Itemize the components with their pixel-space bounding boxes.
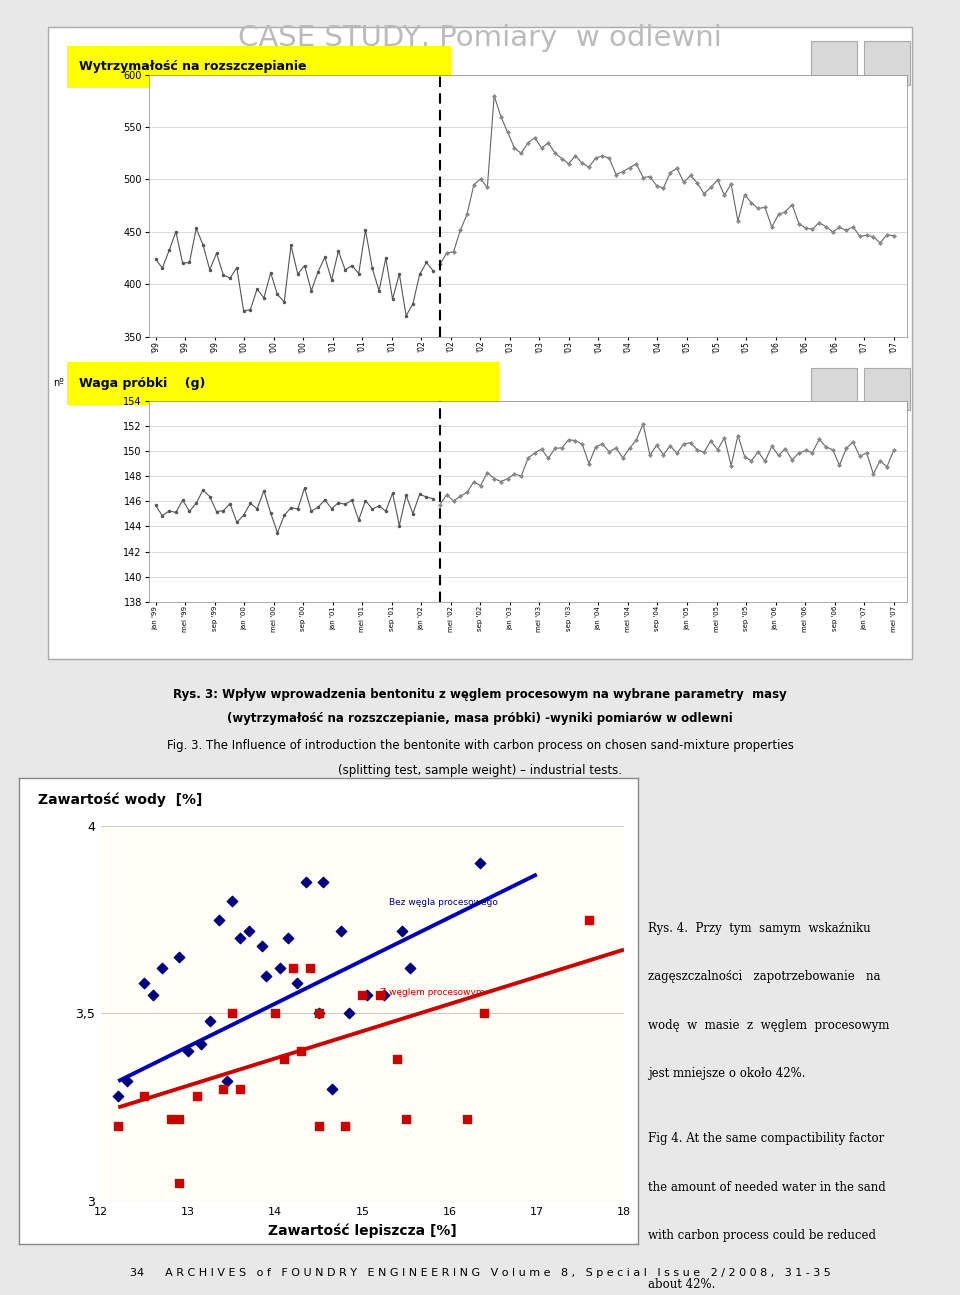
Point [372, 984, 388, 1005]
Point [172, 1172, 187, 1193]
Text: Zawartość wody  [%]: Zawartość wody [%] [37, 793, 203, 807]
Point [268, 1004, 283, 1024]
Point [276, 1048, 292, 1068]
Point [472, 853, 488, 874]
Text: Bez węgla procesowego: Bez węgla procesowego [389, 899, 497, 906]
Point [172, 1109, 187, 1129]
Point [232, 1079, 248, 1099]
Bar [67, 363, 499, 404]
Text: jest mniejsze o około 42%.: jest mniejsze o około 42%. [648, 1067, 805, 1080]
Text: with carbon process could be reduced: with carbon process could be reduced [648, 1229, 876, 1242]
Point [376, 984, 392, 1005]
Point [224, 1004, 239, 1024]
Point [316, 872, 331, 892]
Point [354, 984, 370, 1005]
Bar [67, 45, 451, 88]
Text: (wytrzymałość na rozszczepianie, masa próbki) -wyniki pomiarów w odlewni: (wytrzymałość na rozszczepianie, masa pr… [228, 712, 732, 725]
Point [254, 935, 270, 956]
Point [285, 958, 300, 979]
Point [155, 958, 170, 979]
Point [477, 1004, 492, 1024]
Point [110, 1116, 126, 1137]
Bar [864, 40, 910, 85]
Point [193, 1033, 208, 1054]
Point [241, 921, 256, 941]
Point [136, 1085, 152, 1106]
Point [324, 1079, 340, 1099]
Bar [811, 368, 857, 411]
Text: Z węglem procesowym: Z węglem procesowym [380, 988, 485, 997]
Point [311, 1116, 326, 1137]
Point [289, 973, 304, 993]
Point [259, 966, 275, 987]
Point [272, 958, 287, 979]
Point [211, 909, 227, 930]
Point [180, 1041, 196, 1062]
Point [582, 909, 597, 930]
Point [136, 973, 152, 993]
Bar [864, 368, 910, 411]
Text: Wytrzymałość na rozszczepianie: Wytrzymałość na rozszczepianie [79, 60, 306, 73]
Text: the amount of needed water in the sand: the amount of needed water in the sand [648, 1181, 886, 1194]
Point [333, 921, 348, 941]
Point [280, 929, 296, 949]
Point [220, 1071, 235, 1092]
Point [172, 947, 187, 967]
Point [215, 1079, 230, 1099]
X-axis label: Zawartość lepiszcza [%]: Zawartość lepiszcza [%] [268, 1224, 457, 1238]
Point [311, 1004, 326, 1024]
Text: nº: nº [53, 378, 63, 388]
Point [398, 1109, 414, 1129]
Point [311, 1004, 326, 1024]
Text: Rys. 4.  Przy  tym  samym  wskaźniku: Rys. 4. Przy tym samym wskaźniku [648, 922, 871, 935]
Point [119, 1071, 134, 1092]
Point [203, 1010, 218, 1031]
Text: about 42%.: about 42%. [648, 1278, 715, 1291]
Point [232, 929, 248, 949]
Text: wodę  w  masie  z  węglem  procesowym: wodę w masie z węglem procesowym [648, 1019, 889, 1032]
Point [390, 1048, 405, 1068]
Point [163, 1109, 179, 1129]
Point [298, 872, 313, 892]
Text: Rys. 3: Wpływ wprowadzenia bentonitu z węglem procesowym na wybrane parametry  m: Rys. 3: Wpływ wprowadzenia bentonitu z w… [173, 688, 787, 701]
Point [302, 958, 318, 979]
Point [394, 921, 409, 941]
Point [337, 1116, 352, 1137]
Text: 34      A R C H I V E S   o f   F O U N D R Y   E N G I N E E R I N G   V o l u : 34 A R C H I V E S o f F O U N D R Y E N… [130, 1268, 830, 1278]
Point [342, 1004, 357, 1024]
Point [110, 1085, 126, 1106]
Point [459, 1109, 474, 1129]
Text: CASE STUDY, Pomiary  w odlewni: CASE STUDY, Pomiary w odlewni [238, 23, 722, 52]
Text: Waga próbki    (g): Waga próbki (g) [79, 377, 205, 390]
Text: (splitting test, sample weight) – industrial tests.: (splitting test, sample weight) – indust… [338, 764, 622, 777]
Point [189, 1085, 204, 1106]
Point [145, 984, 160, 1005]
Point [402, 958, 418, 979]
Bar [811, 40, 857, 85]
Point [359, 984, 374, 1005]
Point [294, 1041, 309, 1062]
Text: Fig 4. At the same compactibility factor: Fig 4. At the same compactibility factor [648, 1132, 884, 1146]
Point [224, 891, 239, 912]
Text: Fig. 3. The Influence of introduction the bentonite with carbon process on chose: Fig. 3. The Influence of introduction th… [167, 739, 793, 752]
Text: zagęszczalności   zapotrzebowanie   na: zagęszczalności zapotrzebowanie na [648, 970, 880, 983]
